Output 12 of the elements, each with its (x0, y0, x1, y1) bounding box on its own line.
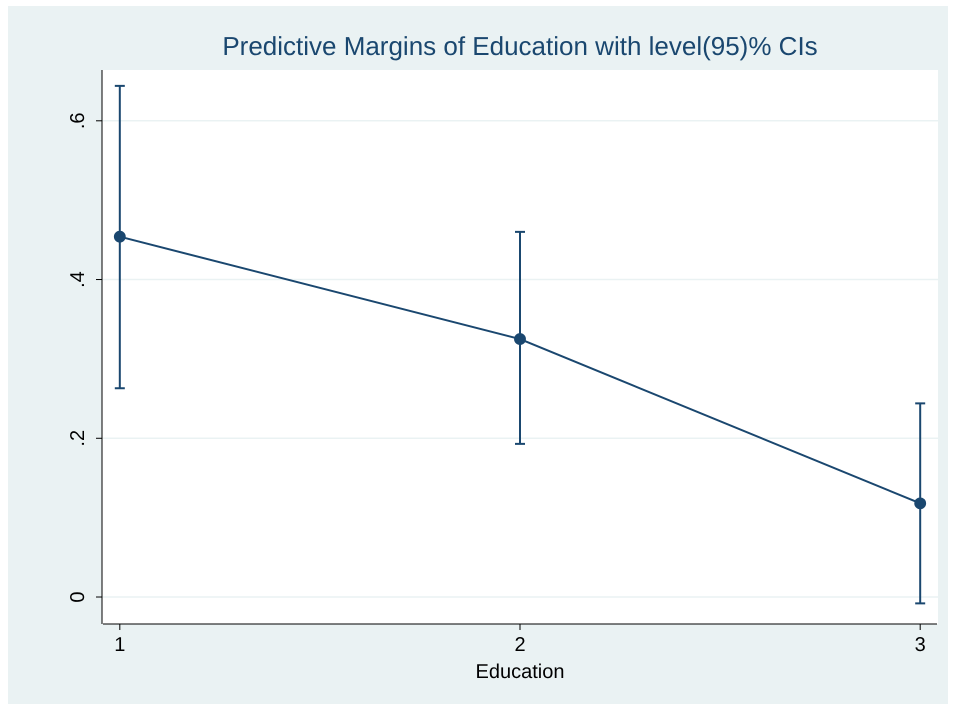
x-axis-title: Education (476, 661, 564, 683)
y-tick-label: .6 (67, 112, 89, 130)
x-tick-label: 2 (514, 634, 526, 656)
point (514, 333, 526, 345)
y-tick-label: .2 (67, 430, 89, 447)
y-tick-label: .4 (67, 271, 89, 288)
y-tick-label: 0 (67, 591, 89, 603)
x-tick-label: 3 (914, 634, 926, 656)
x-tick-label: 1 (114, 634, 126, 656)
chart-title: Predictive Margins of Education with level(95)% CIs (222, 31, 818, 61)
point (914, 497, 926, 510)
point (114, 230, 126, 243)
